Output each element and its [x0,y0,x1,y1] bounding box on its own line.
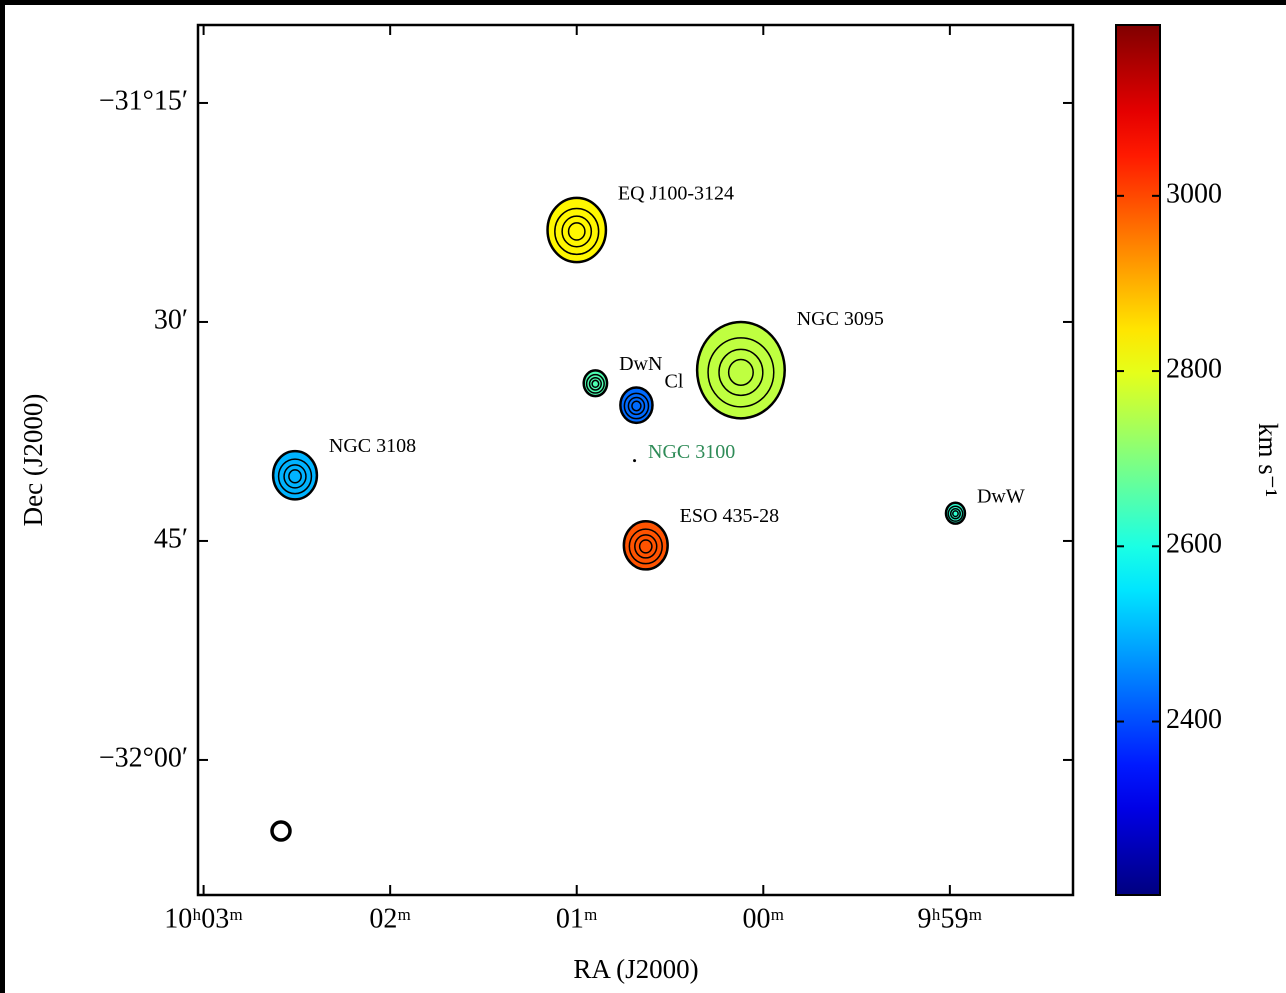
source [620,388,652,423]
source-body [548,198,606,262]
source-label: DwN [619,353,662,375]
x-axis-label: RA (J2000) [573,954,698,984]
source [946,503,965,524]
colorbar-tick-label: 2600 [1166,529,1222,560]
colorbar-tick-label: 3000 [1166,178,1222,209]
source [548,198,606,262]
x-tick-label: 01ᵐ [556,903,598,934]
x-tick-label: 00ᵐ [742,903,784,934]
chart: RA (J2000) Dec (J2000) km s⁻¹ 2400 2600 28… [0,0,1286,993]
source-label: DwW [977,485,1025,507]
y-tick-label: −32°00′ [99,742,188,773]
colorbar-label: km s⁻¹ [1253,423,1283,497]
colorbar [1116,25,1160,895]
source-label: ESO 435-28 [680,505,779,527]
source [624,521,668,569]
source-label: EQ J100-3124 [618,182,734,204]
y-tick-label: −31°15′ [99,85,188,116]
source [697,322,785,418]
x-tick-label: 10ʰ03ᵐ [164,903,243,934]
source [273,451,317,499]
source-label: NGC 3095 [797,308,884,330]
source-label: Cl [664,371,683,393]
y-tick-label: 30′ [154,304,188,335]
source-label: NGC 3108 [329,435,416,457]
y-tick-label: 45′ [154,523,188,554]
source-body [697,322,785,418]
colorbar-tick-label: 2400 [1166,704,1222,735]
source [633,459,636,462]
source-label: NGC 3100 [648,441,735,463]
x-tick-label: 02ᵐ [369,903,411,934]
colorbar-tick-label: 2800 [1166,353,1222,384]
y-axis-label: Dec (J2000) [18,394,48,527]
source [584,370,607,396]
x-tick-label: 9ʰ59ᵐ [918,903,983,934]
